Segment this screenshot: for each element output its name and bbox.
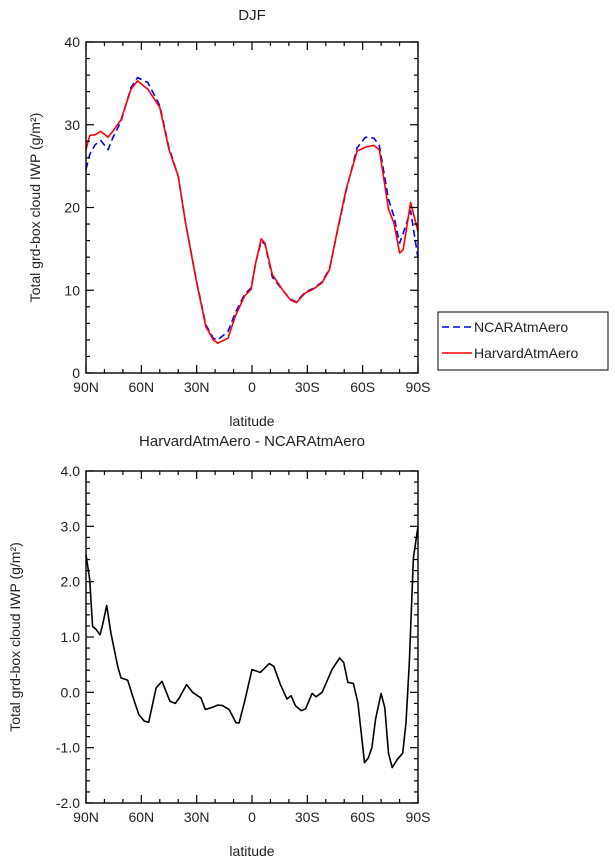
- x-tick-label: 30N: [184, 379, 210, 395]
- x-tick-label: 0: [248, 809, 256, 825]
- y-tick-label: 30: [64, 117, 80, 133]
- bottom-panel-difference: 90N 60N 30N 0 30S 60S 90S -2.0 -1.0 0.0 1.0 2.0 3.0 4…: [7, 433, 430, 859]
- y-tick-label: 2.0: [61, 574, 81, 590]
- y-tick-label: 0: [72, 365, 80, 381]
- legend: NCARAtmAero HarvardAtmAero: [437, 311, 609, 371]
- y-axis-label: Total grd-box cloud IWP (g/m²): [27, 113, 43, 303]
- x-tick-label: 60N: [128, 379, 154, 395]
- x-tick-label: 90S: [406, 379, 431, 395]
- y-tick-label: 0.0: [61, 684, 81, 700]
- series-line-ncaratmaero: [85, 76, 419, 341]
- x-tick-label: 90S: [406, 809, 431, 825]
- y-tick-label: 10: [64, 282, 80, 298]
- series-line-difference: [85, 526, 419, 769]
- x-tick-label: 90N: [73, 809, 99, 825]
- chart-title: HarvardAtmAero - NCARAtmAero: [139, 433, 365, 450]
- legend-label-harvardatmaero: HarvardAtmAero: [474, 345, 578, 361]
- y-tick-label: 4.0: [61, 463, 81, 479]
- x-tick-label: 0: [248, 379, 256, 395]
- x-tick-label: 60S: [350, 809, 375, 825]
- x-tick-label: 30S: [295, 379, 320, 395]
- chart-title: DJF: [238, 7, 266, 24]
- y-axis-label: Total grd-box cloud IWP (g/m²): [7, 542, 23, 732]
- y-tick-label: 1.0: [61, 629, 81, 645]
- x-tick-label: 90N: [73, 379, 99, 395]
- x-axis-label: latitude: [229, 413, 274, 429]
- y-tick-label: 3.0: [61, 518, 81, 534]
- x-tick-label: 30S: [295, 809, 320, 825]
- plot-frame: [85, 470, 419, 804]
- y-tick-label: -1.0: [56, 740, 80, 756]
- series-line-harvardatmaero: [85, 80, 419, 345]
- y-tick-label: -2.0: [56, 795, 80, 811]
- x-tick-label: 60S: [350, 379, 375, 395]
- x-tick-label: 30N: [184, 809, 210, 825]
- x-axis-label: latitude: [229, 843, 274, 859]
- y-tick-label: 40: [64, 34, 80, 50]
- y-tick-label: 20: [64, 200, 80, 216]
- plot-frame: [85, 41, 419, 374]
- top-panel-djf: 90N 60N 30N 0 30S 60S 90S 0 10 20 30 40 DJF latitude T…: [27, 7, 609, 429]
- legend-label-ncaratmaero: NCARAtmAero: [474, 319, 568, 335]
- x-tick-label: 60N: [128, 809, 154, 825]
- legend-box: [437, 311, 609, 371]
